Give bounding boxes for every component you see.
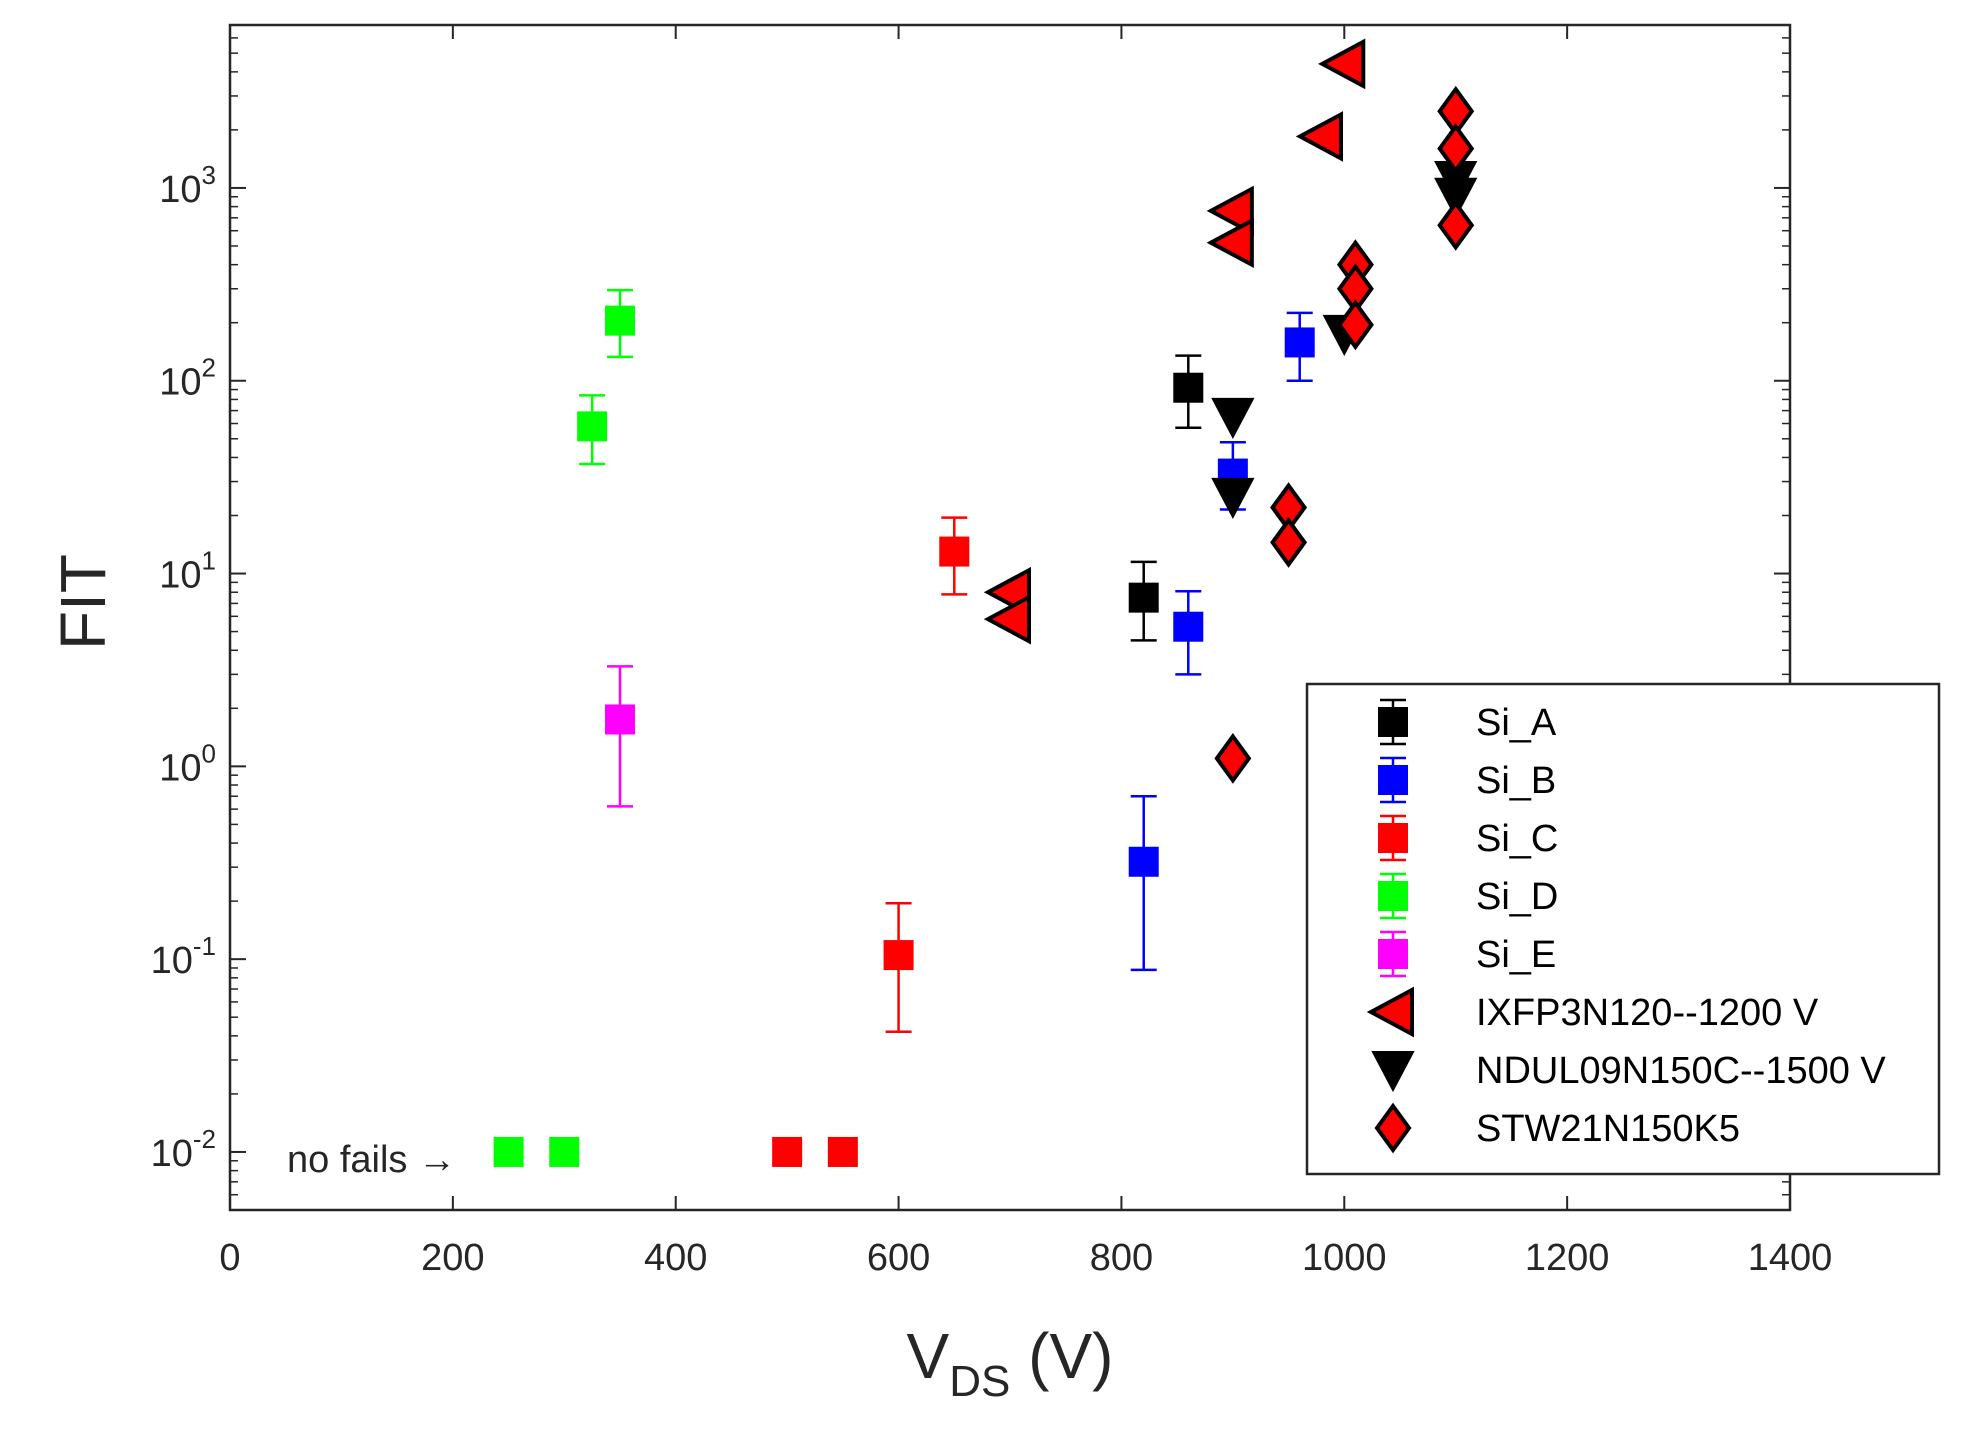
y-tick-label: 100 bbox=[159, 738, 216, 789]
data-point bbox=[1128, 582, 1159, 613]
y-tick-label: 10-1 bbox=[151, 931, 216, 982]
data-point bbox=[827, 1136, 858, 1167]
data-point bbox=[493, 1136, 524, 1167]
data-point bbox=[1128, 846, 1159, 877]
series-si-c bbox=[772, 516, 970, 1167]
data-point bbox=[772, 1136, 803, 1167]
y-tick-label: 102 bbox=[159, 353, 216, 404]
x-tick-label: 1200 bbox=[1525, 1237, 1610, 1279]
legend-marker bbox=[1378, 707, 1408, 737]
error-bar bbox=[1130, 794, 1157, 972]
legend-marker bbox=[1371, 1051, 1415, 1093]
series-si-e bbox=[605, 665, 635, 808]
data-point bbox=[1434, 177, 1478, 219]
series-si-d bbox=[493, 288, 635, 1167]
data-point bbox=[939, 536, 970, 567]
legend-entry: Si_D bbox=[1378, 872, 1558, 920]
legend-entry: Si_C bbox=[1378, 814, 1558, 862]
data-point bbox=[1173, 372, 1204, 403]
no-fails-annotation: no fails → bbox=[287, 1139, 456, 1181]
legend-label: STW21N150K5 bbox=[1476, 1108, 1740, 1150]
y-tick-label: 101 bbox=[159, 546, 216, 597]
data-point bbox=[1270, 517, 1308, 568]
legend: Si_A Si_B Si_C Si_D Si_E IXFP3N120--1200 V NDU… bbox=[1305, 682, 1941, 1176]
error-bar bbox=[607, 665, 633, 808]
series-si-b bbox=[1128, 311, 1315, 972]
data-point bbox=[1214, 732, 1252, 784]
legend-entry: NDUL09N150C--1500 V bbox=[1371, 1050, 1886, 1093]
series-ndul09n150c-1500-v bbox=[1211, 160, 1478, 519]
x-axis-title-main: V bbox=[907, 1320, 950, 1392]
data-point bbox=[1173, 611, 1204, 642]
series-ixfp3n120-1200-v bbox=[983, 38, 1366, 645]
x-axis-title-unit: (V) bbox=[1010, 1320, 1113, 1392]
legend-marker bbox=[1378, 939, 1408, 969]
x-tick-label: 200 bbox=[421, 1237, 484, 1279]
legend-entry: Si_B bbox=[1378, 756, 1556, 804]
x-tick-label: 1000 bbox=[1302, 1237, 1387, 1279]
data-point bbox=[1211, 477, 1255, 519]
x-tick-label: 600 bbox=[867, 1237, 930, 1279]
y-tick-label: 103 bbox=[159, 160, 216, 211]
data-point bbox=[605, 305, 635, 336]
legend-entry: IXFP3N120--1200 V bbox=[1366, 986, 1819, 1038]
data-point bbox=[1211, 397, 1255, 439]
x-axis-title: VDS (V) bbox=[907, 1320, 1114, 1406]
series-si-a bbox=[1128, 354, 1204, 642]
legend-entry: Si_E bbox=[1378, 930, 1556, 978]
data-point bbox=[1437, 199, 1475, 251]
plot-frame bbox=[228, 23, 1792, 1212]
x-axis-title-sub: DS bbox=[949, 1357, 1010, 1406]
data-point bbox=[577, 411, 608, 442]
data-point bbox=[1437, 123, 1475, 174]
data-point bbox=[1295, 111, 1343, 162]
data-point bbox=[1336, 299, 1374, 351]
data-point bbox=[605, 704, 635, 735]
data-point bbox=[983, 593, 1031, 645]
legend-marker bbox=[1366, 986, 1414, 1038]
data-point bbox=[1284, 327, 1315, 358]
data-point bbox=[1206, 217, 1254, 269]
y-axis-title: FIT bbox=[47, 554, 119, 650]
x-tick-label: 400 bbox=[644, 1237, 707, 1279]
x-tick-label: 1400 bbox=[1748, 1237, 1833, 1279]
legend-marker bbox=[1378, 823, 1408, 853]
legend-label: Si_A bbox=[1476, 702, 1557, 744]
legend-marker bbox=[1378, 881, 1408, 911]
data-point bbox=[549, 1136, 580, 1167]
legend-label: Si_E bbox=[1476, 934, 1556, 976]
legend-entry: Si_A bbox=[1378, 698, 1557, 746]
data-point bbox=[883, 940, 914, 971]
data-series bbox=[493, 38, 1478, 1167]
legend-label: IXFP3N120--1200 V bbox=[1476, 992, 1819, 1034]
x-tick-label: 800 bbox=[1090, 1237, 1153, 1279]
legend-marker bbox=[1378, 765, 1408, 795]
x-tick-label: 0 bbox=[219, 1237, 240, 1279]
legend-box bbox=[1305, 682, 1941, 1176]
legend-label: Si_B bbox=[1476, 760, 1556, 802]
legend-label: Si_D bbox=[1476, 876, 1558, 918]
legend-label: NDUL09N150C--1500 V bbox=[1476, 1050, 1886, 1092]
legend-label: Si_C bbox=[1476, 818, 1558, 860]
legend-entry: STW21N150K5 bbox=[1374, 1102, 1740, 1154]
y-tick-label: 10-2 bbox=[151, 1124, 216, 1175]
data-point bbox=[1206, 185, 1254, 237]
legend-marker bbox=[1374, 1102, 1412, 1154]
axes: 0 200 400 600 800 1000 1200 1400 10-2 10-1 100 101 1… bbox=[151, 25, 1833, 1279]
data-point bbox=[1318, 38, 1366, 90]
series-stw21n150k5 bbox=[1214, 85, 1475, 784]
